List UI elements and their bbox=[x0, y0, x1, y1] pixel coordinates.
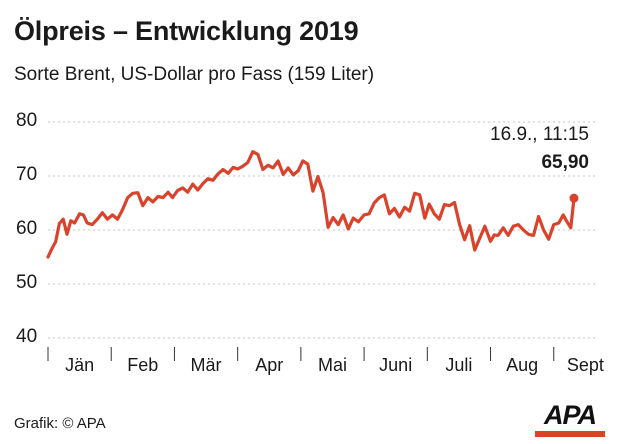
x-tick-label: Sept bbox=[567, 355, 604, 375]
x-tick-label: Mai bbox=[318, 355, 347, 375]
annotation-date: 16.9., 11:15 bbox=[490, 124, 589, 145]
y-tick-label: 60 bbox=[16, 218, 37, 239]
y-tick-label: 40 bbox=[16, 326, 37, 347]
chart-title: Ölpreis – Entwicklung 2019 bbox=[14, 16, 359, 46]
grid-lines bbox=[48, 121, 598, 339]
apa-logo-bar bbox=[535, 431, 605, 437]
x-tick-label: Juni bbox=[379, 355, 412, 375]
x-tick-label: Feb bbox=[127, 355, 158, 375]
x-tick-label: Mär bbox=[191, 355, 222, 375]
apa-logo-text: APA bbox=[543, 400, 597, 430]
series-line-brent bbox=[46, 150, 576, 259]
y-tick-label: 80 bbox=[16, 110, 37, 131]
source-credit: Grafik: © APA bbox=[14, 415, 106, 432]
annotation: 16.9., 11:15 65,90 bbox=[490, 124, 589, 173]
x-tick-label: Aug bbox=[506, 355, 538, 375]
chart-subtitle: Sorte Brent, US-Dollar pro Fass (159 Lit… bbox=[14, 64, 375, 85]
y-tick-label: 50 bbox=[16, 272, 37, 293]
y-tick-label: 70 bbox=[16, 164, 37, 185]
last-data-point bbox=[569, 193, 579, 203]
series-layer bbox=[46, 150, 579, 259]
apa-logo: APA bbox=[532, 400, 608, 440]
annotation-value: 65,90 bbox=[541, 152, 589, 173]
x-tick-label: Juli bbox=[445, 355, 472, 375]
x-tick-label: Jän bbox=[65, 355, 94, 375]
x-tick-label: Apr bbox=[255, 355, 283, 375]
x-axis: Jän Feb Mär Apr Mai Juni Juli Aug Sept bbox=[47, 347, 604, 375]
y-axis-tick-labels: 40 50 60 70 80 bbox=[16, 110, 37, 347]
